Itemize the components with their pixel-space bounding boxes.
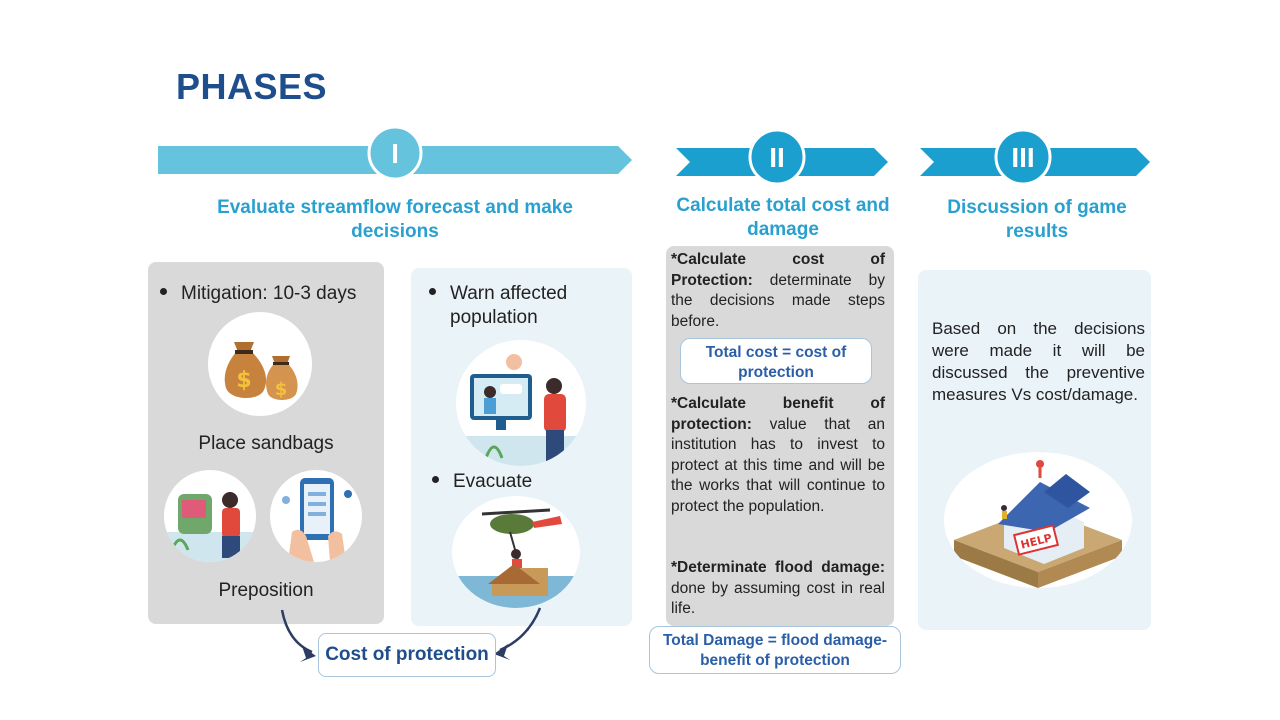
- money-bags-icon: $ $: [208, 312, 312, 416]
- phase-1-numeral-circle: [367, 125, 423, 181]
- flood-damage-desc: done by assuming cost in real life.: [671, 579, 885, 618]
- phase-1-heading: Evaluate streamflow forecast and make de…: [180, 196, 610, 244]
- phase-3-numeral-circle: [994, 128, 1052, 186]
- sandbags-person-icon: [164, 470, 256, 562]
- phase-1-numeral: I: [391, 138, 399, 169]
- cost-of-protection-text: *Calculate cost of Protection: determina…: [671, 250, 885, 332]
- phase-1-heading-line2: decisions: [351, 221, 439, 242]
- phase-2-numeral-circle: [748, 128, 806, 186]
- phase-3-heading-line1: Discussion of game: [947, 197, 1127, 218]
- calculation-panel: [666, 246, 894, 626]
- cost-of-protection-bold: *Calculate cost of Protection:: [671, 251, 885, 289]
- curved-arrow-icon: [499, 607, 542, 652]
- total-cost-formula: Total cost = cost of protection: [680, 338, 872, 384]
- svg-text:$: $: [275, 379, 288, 400]
- mitigation-bullet: Mitigation: 10-3 days: [160, 282, 356, 306]
- flooded-house-help-icon: HELP: [944, 452, 1132, 588]
- benefit-of-protection-desc: value that an institution has to invest …: [671, 415, 885, 515]
- page-title: PHASES: [176, 66, 328, 107]
- evacuate-label: Evacuate: [453, 471, 533, 492]
- warn-label-line1: Warn affected: [450, 283, 568, 304]
- evacuate-bullet: Evacuate: [432, 470, 532, 494]
- phase-3-numeral: III: [1011, 142, 1035, 173]
- phase-3-heading: Discussion of game results: [920, 196, 1154, 244]
- phase-2-heading: Calculate total cost and damage: [660, 194, 906, 242]
- flood-damage-text: *Determinate flood damage: done by assum…: [671, 558, 885, 620]
- mitigation-label: Mitigation: 10-3 days: [181, 283, 357, 304]
- bullet-dot: [160, 288, 167, 296]
- phase-3-heading-line2: results: [1005, 221, 1069, 242]
- total-damage-formula-line2: benefit of protection: [700, 652, 850, 669]
- preposition-caption: Preposition: [218, 580, 314, 601]
- warn-label-line2: population: [450, 307, 538, 328]
- discussion-text: Based on the decisions were made it will…: [932, 319, 1145, 404]
- phase-1-heading-line1: Evaluate streamflow forecast and make: [217, 197, 573, 218]
- benefit-of-protection-bold: *Calculate benefit of protection:: [671, 395, 885, 433]
- total-cost-formula-line1: Total cost = cost of: [705, 344, 847, 361]
- svg-text:$: $: [236, 368, 251, 393]
- phone-alert-icon: [270, 470, 362, 562]
- cost-of-protection-desc: determinate by the decisions made steps …: [671, 271, 885, 330]
- flood-damage-bold: *Determinate flood damage:: [671, 559, 885, 576]
- bullet-dot: [432, 476, 439, 484]
- phase-2-heading-line1: Calculate total cost and: [676, 195, 890, 216]
- warn-bullet: Warn affected population: [429, 282, 567, 330]
- benefit-of-protection-text: *Calculate benefit of protection: value …: [671, 394, 885, 517]
- phase-2-heading-line2: damage: [747, 219, 819, 240]
- total-damage-formula-line1: Total Damage = flood damage-: [662, 632, 888, 649]
- cost-of-protection-box: Cost of protection: [318, 633, 496, 677]
- total-damage-formula: Total Damage = flood damage- benefit of …: [649, 626, 901, 674]
- total-cost-formula-line2: protection: [738, 364, 814, 381]
- phase-2-numeral: II: [769, 142, 785, 173]
- place-sandbags-caption: Place sandbags: [198, 433, 334, 454]
- bullet-dot: [429, 288, 436, 296]
- curved-arrow-icon: [280, 609, 313, 654]
